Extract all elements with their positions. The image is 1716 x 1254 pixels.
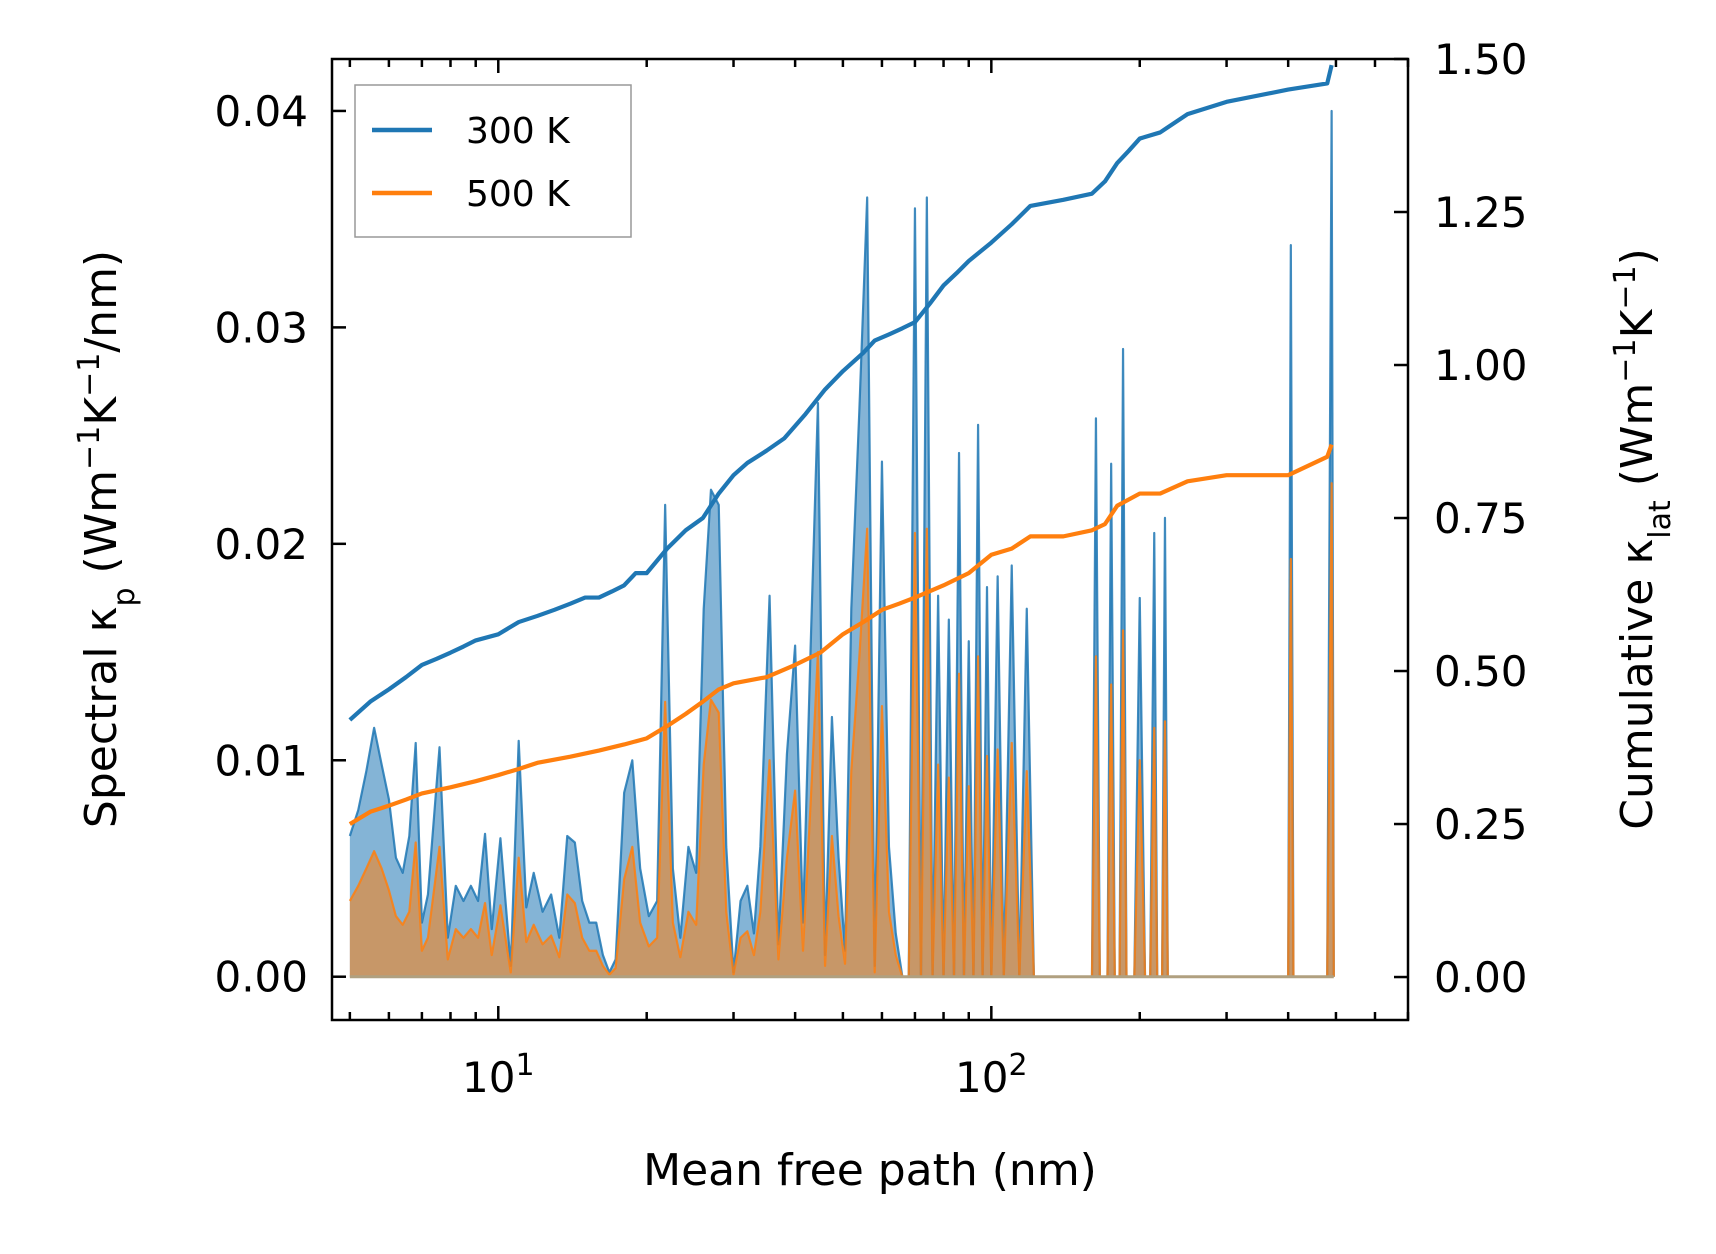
- right-y-tick-label: 0.25: [1434, 800, 1528, 849]
- left-y-axis-label: Spectral κp (Wm−1K−1/nm): [72, 250, 142, 828]
- plot-frame: [330, 57, 1410, 1022]
- right-y-axis-label: Cumulative κlat (Wm−1K−1): [1608, 248, 1678, 830]
- tick-layer: 101 102 0.00 0.01 0.02 0.03 0.04 0.00 0.25 0.50 0.…: [214, 35, 1527, 1102]
- left-y-tick-label: 0.04: [214, 87, 308, 136]
- x-tick-label: 101: [462, 1048, 535, 1103]
- cumulative-line-500k: [348, 443, 1334, 826]
- left-y-tick-label: 0.00: [214, 953, 308, 1002]
- legend-label-300k: 300 K: [466, 111, 571, 152]
- right-y-tick-label: 1.50: [1434, 35, 1528, 84]
- cumulative-line-300k: [348, 64, 1334, 722]
- x-tick-label: 102: [955, 1048, 1028, 1103]
- spectral-line-500k: [348, 482, 1335, 978]
- spectral-line-layer: [348, 109, 1335, 979]
- legend-box: [354, 84, 632, 238]
- cumulative-line-layer: [348, 64, 1334, 826]
- left-y-tick-label: 0.01: [214, 736, 308, 785]
- spectral-line-300k: [348, 109, 1335, 978]
- legend-label-500k: 500 K: [466, 174, 571, 215]
- right-y-tick-label: 0.00: [1434, 953, 1528, 1002]
- right-y-tick-label: 1.25: [1434, 188, 1528, 237]
- x-axis-label: Mean free path (nm): [643, 1145, 1097, 1196]
- right-y-tick-label: 0.75: [1434, 494, 1528, 543]
- legend: 300 K 500 K: [354, 84, 632, 238]
- right-y-tick-label: 0.50: [1434, 647, 1528, 696]
- left-y-tick-label: 0.02: [214, 520, 308, 569]
- right-y-tick-label: 1.00: [1434, 341, 1528, 390]
- left-y-tick-label: 0.03: [214, 303, 308, 352]
